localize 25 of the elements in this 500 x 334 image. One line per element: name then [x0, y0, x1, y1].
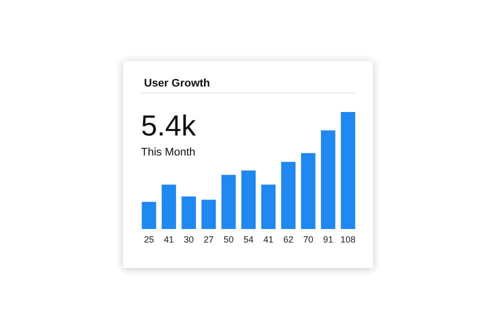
data-label: 27 — [204, 234, 214, 244]
data-label: 50 — [224, 234, 234, 244]
data-label: 30 — [184, 234, 194, 244]
data-label: 41 — [164, 234, 174, 244]
bar — [221, 174, 236, 229]
bar — [202, 200, 216, 229]
bar — [142, 202, 156, 229]
data-label: 108 — [340, 234, 356, 244]
data-label: 25 — [144, 234, 154, 244]
bar — [182, 196, 196, 229]
bar — [320, 130, 336, 229]
bar — [340, 112, 356, 229]
annotation: 5.4k — [141, 110, 196, 142]
data-label: 91 — [323, 234, 334, 244]
data-label: 62 — [283, 234, 294, 244]
bar — [162, 184, 176, 229]
bar — [301, 153, 316, 229]
data-label: 70 — [303, 234, 314, 244]
chart-title: User Growth — [144, 78, 210, 90]
annotation: This Month — [141, 146, 196, 158]
bar — [281, 162, 296, 229]
data-label: 41 — [263, 234, 274, 244]
bar — [261, 184, 276, 229]
bar — [241, 170, 256, 229]
data-label: 54 — [243, 234, 254, 244]
